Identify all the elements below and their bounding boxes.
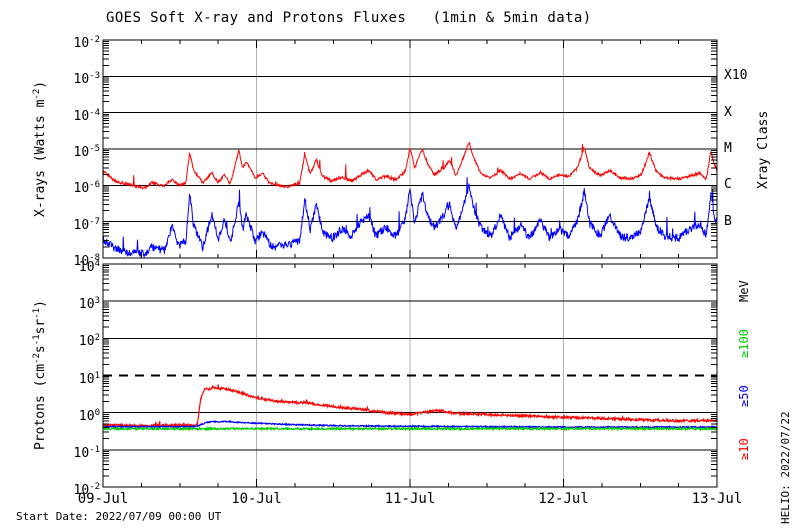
xray-class-label: X10 [724,68,748,84]
proton-energy-label-ge50: ≥50 [737,385,751,407]
y-tick-label: 10-7 [73,216,101,233]
y-tick-label: 102 [78,333,100,350]
y-tick-label: 10-2 [73,482,101,498]
x-tick-label: 10-Jul [231,491,282,507]
xray-class-label: X [724,104,732,120]
mev-axis-title: MeV [737,280,751,302]
helio-date-stamp: HELIO: 2022/07/22 [779,411,792,524]
start-date-label: Start Date: 2022/07/09 00:00 UT [16,510,222,523]
y-tick-label: 101 [78,370,100,387]
xray-class-axis-title: Xray Class [756,110,771,189]
chart-title: GOES Soft X-ray and Protons Fluxes (1min… [106,10,592,26]
series-protons-ge100 [103,425,717,432]
y-tick-label: 10-1 [73,444,101,461]
y-tick-label: 10-5 [73,144,101,160]
y-tick-label: 10-6 [73,180,101,197]
y-tick-label: 100 [78,407,100,424]
series-xray-long [103,141,717,190]
x-tick-label: 11-Jul [384,491,436,507]
xray-class-label: M [724,141,732,156]
y-tick-label: 10-4 [73,107,101,124]
proton-energy-label-ge100: ≥100 [737,328,751,358]
proton-energy-label-ge10: ≥10 [737,438,751,460]
series-xray-short [103,177,717,258]
y-tick-label: 10-3 [73,71,101,88]
y-tick-label: 10-2 [73,35,101,51]
x-tick-label: 09-Jul [77,491,129,507]
x-tick-label: 13-Jul [691,491,743,507]
xray-class-label: B [724,213,732,229]
series-protons-ge10 [103,384,717,429]
xray-class-label: C [724,177,732,193]
y-tick-label: 10-8 [73,253,101,269]
y-tick-label: 103 [78,296,100,313]
x-tick-label: 12-Jul [538,491,589,507]
y-tick-label: 104 [78,259,100,275]
series-protons-ge50 [103,420,717,430]
